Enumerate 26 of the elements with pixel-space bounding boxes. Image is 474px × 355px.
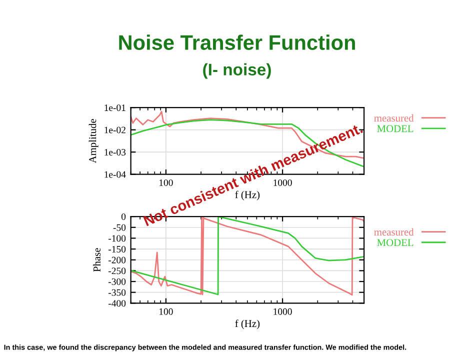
x-tick-label: 100: [159, 179, 173, 186]
y-tick-label: 0: [121, 213, 126, 220]
y-tick-label: 1e-01: [104, 104, 126, 112]
y-tick-label: -150: [108, 246, 126, 252]
y-tick-label: 1e-03: [104, 148, 126, 156]
y-tick-label: -100: [108, 235, 126, 242]
series-label: measured: [374, 228, 414, 236]
x-tick-label: 1000: [274, 308, 292, 315]
series-label: MODEL: [377, 239, 414, 246]
y-tick-label: -50: [113, 224, 126, 231]
y-tick-label: -400: [108, 300, 126, 307]
y-tick-label: 1e-04: [104, 171, 126, 178]
y-axis-title: Phase: [93, 248, 100, 272]
chart-subtitle: (I- noise): [203, 63, 271, 79]
x-tick-label: 100: [159, 308, 173, 315]
y-tick-label: -250: [108, 268, 126, 274]
y-tick-label: -300: [108, 278, 126, 285]
x-axis-title: f (Hz): [235, 320, 260, 330]
y-tick-label: -350: [108, 289, 126, 296]
y-axis-title: Amplitude: [88, 119, 98, 164]
legend-label: measured: [374, 114, 414, 122]
x-tick-label: 1000: [274, 179, 292, 186]
y-tick-label: 1e-02: [104, 126, 126, 134]
chart-title: Noise Transfer Function: [119, 34, 355, 50]
legend-label: MODEL: [377, 125, 414, 132]
y-tick-label: -200: [108, 256, 126, 264]
